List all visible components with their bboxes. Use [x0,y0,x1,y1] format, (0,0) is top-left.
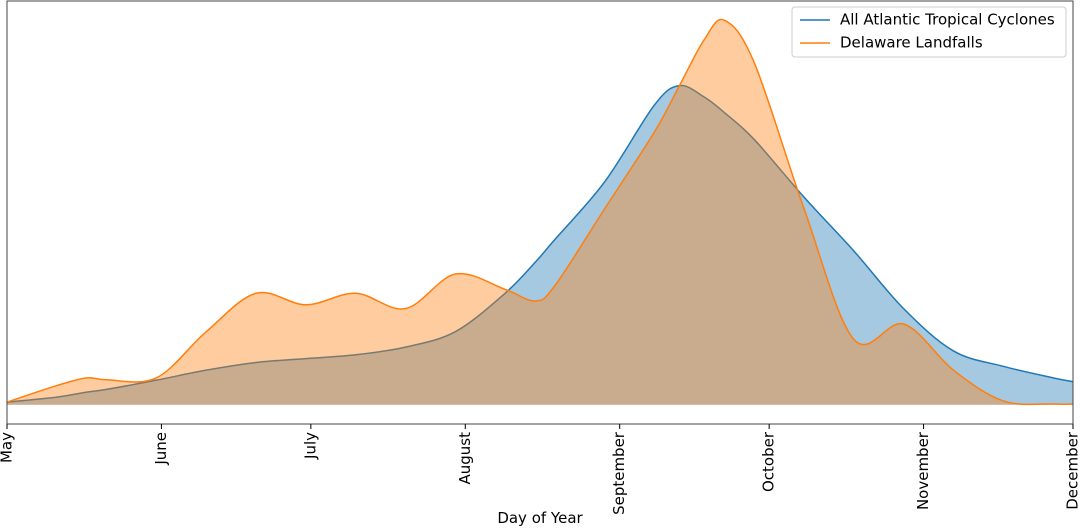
area-line [6,18,1074,406]
x-tick-label: October [760,431,778,492]
x-tick-label: September [610,431,628,515]
x-tick-label: December [1064,431,1080,510]
x-tick-label: June [152,432,170,466]
x-tick-label: July [301,432,319,460]
legend-box [791,6,1067,58]
x-tick-label: November [914,431,932,510]
legend-label: All Atlantic Tropical Cyclones [840,11,1055,29]
plot-frame [6,0,1074,425]
area-fill [7,85,1073,405]
legend-label: Delaware Landfalls [840,34,983,52]
area-fill [7,19,1073,405]
x-tick-label: August [456,432,474,485]
legend: All Atlantic Tropical Cyclones Delaware L… [791,6,1067,58]
area-line [6,84,1074,403]
x-tick-label: May [0,432,16,463]
x-axis-label: Day of Year [497,509,583,527]
